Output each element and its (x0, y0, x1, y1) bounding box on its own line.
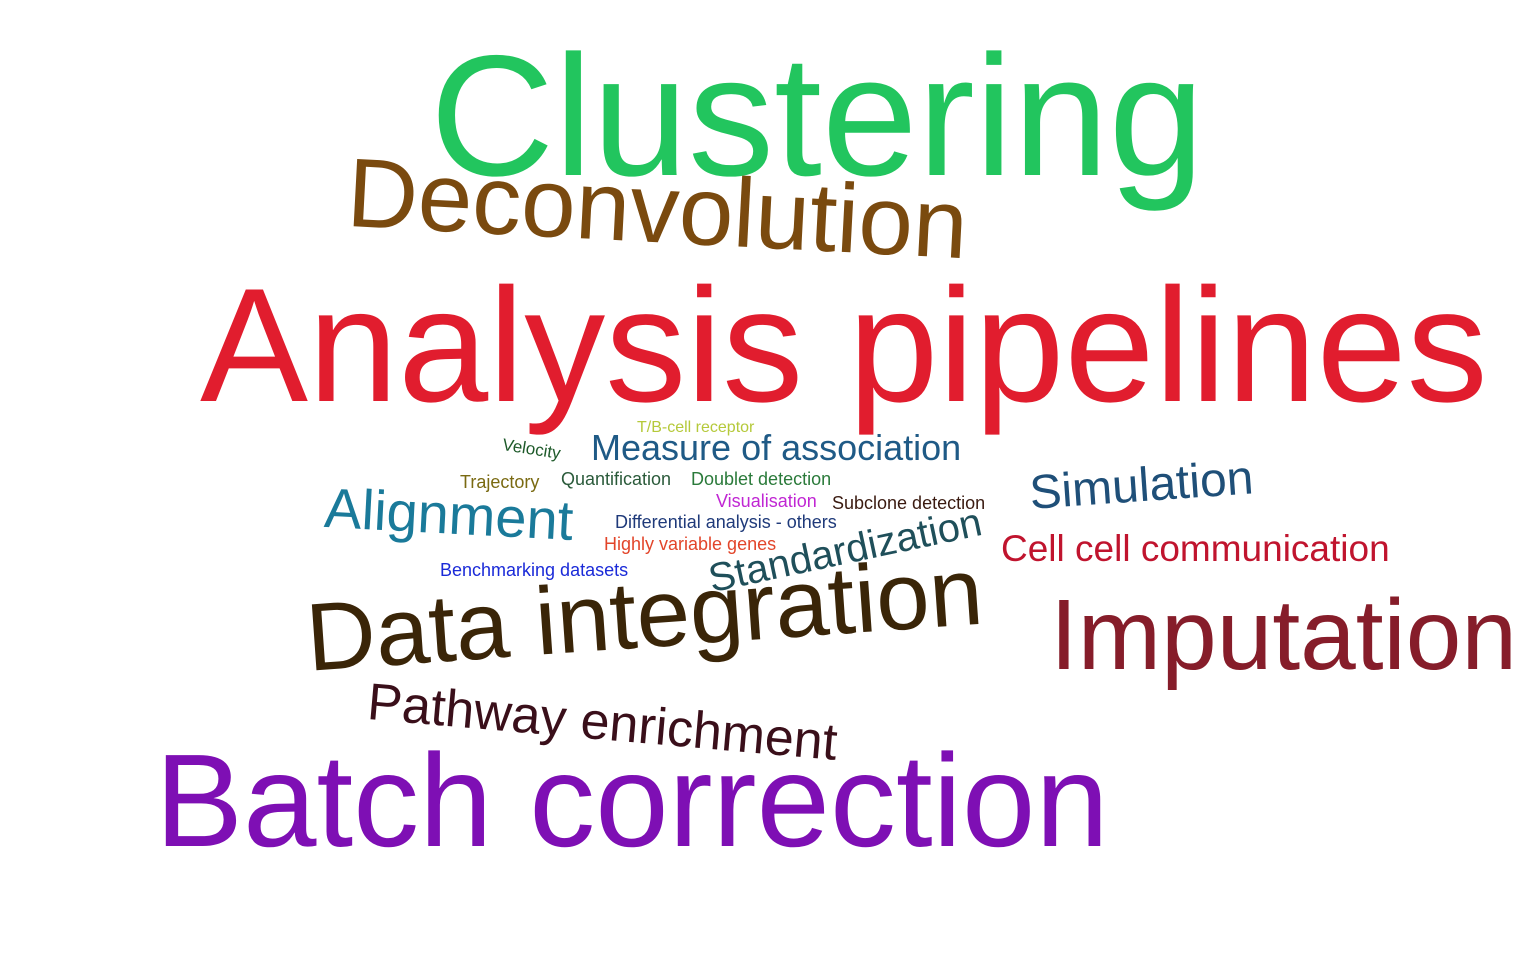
word-subclone-detection: Subclone detection (832, 493, 986, 513)
word-clustering: Clustering (430, 20, 1205, 212)
word-doublet-detection: Doublet detection (691, 469, 832, 489)
word-alignment: Alignment (322, 476, 575, 552)
word-highly-variable-genes: Highly variable genes (604, 534, 777, 554)
word-batch-correction: Batch correction (155, 727, 1109, 874)
word-imputation: Imputation (1050, 579, 1517, 691)
word-simulation: Simulation (1027, 451, 1256, 520)
word-quantification: Quantification (561, 469, 672, 489)
word-trajectory: Trajectory (460, 472, 540, 492)
word-visualisation: Visualisation (716, 491, 817, 511)
word-velocity: Velocity (501, 435, 563, 463)
word-measure-of-association: Measure of association (591, 427, 962, 468)
word-tb-cell-receptor: T/B-cell receptor (637, 419, 755, 436)
word-cell-cell-communication: Cell cell communication (1001, 528, 1390, 569)
word-analysis-pipelines: Analysis pipelines (200, 255, 1488, 436)
word-benchmarking-datasets: Benchmarking datasets (440, 560, 629, 580)
word-data-integration: Data integration (302, 537, 987, 692)
word-differential-analysis-others: Differential analysis - others (615, 512, 837, 532)
